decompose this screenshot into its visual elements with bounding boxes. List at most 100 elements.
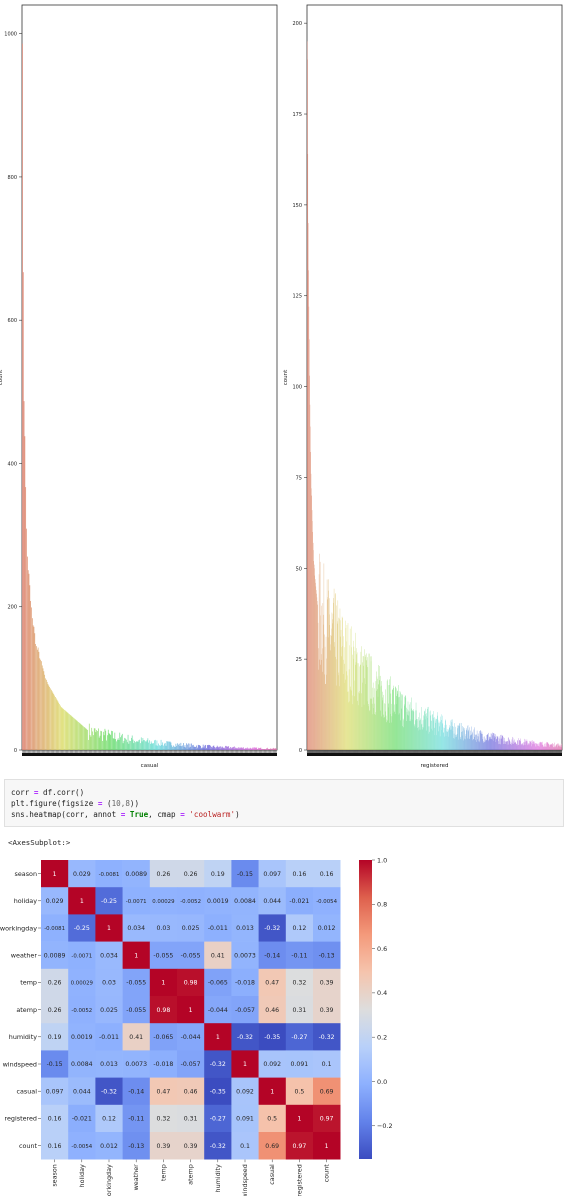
heatmap-cell (95, 860, 123, 888)
heatmap-cell (122, 941, 151, 970)
heatmap-annotation: -0.15 (237, 871, 253, 878)
casual-bar (187, 743, 189, 750)
casual-bar (244, 748, 246, 750)
registered-countplot: 0 25 50 75 100 125 150 175 200 registered count (283, 4, 563, 769)
heatmap-cell (95, 968, 123, 997)
casual-bar (73, 717, 74, 750)
heatmap-cell (258, 1050, 287, 1078)
casual-bar (104, 728, 106, 750)
heatmap-annotation: 0.98 (184, 980, 198, 987)
heatmap-cell (68, 860, 96, 888)
heatmap-ylabel: workingday (0, 924, 37, 932)
casual-bar (54, 695, 55, 750)
colorbar-tick-label: −0.2 (377, 1122, 393, 1130)
casual-bar (192, 745, 193, 750)
casual-bar (201, 747, 202, 750)
heatmap-annotation: -0.0052 (71, 1008, 92, 1014)
heatmap-cell (258, 914, 287, 942)
casual-bar (116, 739, 118, 750)
code-cell[interactable]: corr = df.corr() plt.figure(figsize = (1… (4, 779, 564, 827)
casual-bar (140, 743, 141, 750)
heatmap-annotation: 1 (189, 1007, 193, 1014)
casual-bar (98, 737, 100, 750)
casual-bar (259, 747, 261, 750)
casual-bar (212, 745, 214, 750)
casual-bar (247, 747, 249, 750)
heatmap-annotation: 1 (270, 1088, 274, 1095)
casual-bar (70, 715, 72, 750)
casual-bar (213, 745, 215, 750)
casual-bar (101, 731, 102, 750)
casual-bar (41, 665, 43, 750)
casual-bar (185, 747, 187, 750)
registered-ytick-label: 75 (296, 475, 302, 481)
casual-bar (99, 735, 101, 750)
casual-bar (126, 739, 127, 750)
heatmap-annotation: 0.12 (102, 1116, 116, 1123)
casual-bar (275, 748, 277, 750)
casual-bar (173, 745, 174, 750)
casual-bar (171, 745, 173, 750)
casual-bar (113, 738, 115, 750)
heatmap-cell (95, 1077, 123, 1106)
casual-bar (65, 711, 67, 750)
casual-bar (139, 739, 140, 750)
heatmap-cell (149, 914, 178, 942)
casual-bar (272, 748, 273, 750)
casual-bar (134, 740, 135, 750)
heatmap-cell (313, 1050, 341, 1078)
heatmap-annotation: -0.065 (208, 980, 228, 987)
heatmap-annotation: 1 (53, 871, 57, 878)
heatmap-cell (258, 860, 287, 888)
casual-bar (131, 735, 133, 750)
heatmap-annotation: -0.27 (291, 1034, 307, 1041)
heatmap-annotation: 0.097 (46, 1088, 64, 1095)
casual-bar (190, 746, 192, 750)
heatmap-cell (68, 1050, 96, 1078)
casual-bar (148, 742, 150, 750)
casual-bar (225, 745, 226, 750)
casual-bar (197, 744, 199, 750)
casual-bar (39, 658, 41, 750)
casual-bar (220, 747, 222, 750)
registered-ylabel: count (283, 369, 289, 385)
heatmap-cell (41, 1023, 69, 1051)
heatmap-annotation: 0.41 (211, 952, 225, 959)
heatmap-annotation: -0.018 (235, 980, 255, 987)
casual-bar (179, 746, 181, 750)
heatmap-cell (122, 996, 151, 1024)
casual-bar (56, 699, 58, 750)
heatmap-annotation: 0.5 (267, 1116, 277, 1123)
casual-bar (173, 746, 175, 750)
casual-bar (153, 743, 154, 750)
heatmap-cell (204, 1050, 232, 1078)
heatmap-annotation: -0.057 (181, 1061, 201, 1068)
heatmap-ylabel: weather (11, 952, 38, 960)
heatmap-cell (177, 941, 205, 970)
heatmap-annotation: -0.27 (210, 1116, 226, 1123)
casual-bar (186, 743, 187, 750)
heatmap-annotation: 1 (216, 1034, 220, 1041)
casual-bar (150, 741, 152, 750)
heatmap-cell (313, 1023, 341, 1051)
casual-bar (46, 679, 47, 750)
heatmap-xlabel: workingday (105, 1164, 113, 1196)
heatmap-xlabel: season (51, 1164, 59, 1186)
heatmap-annotation: -0.0054 (71, 1144, 92, 1150)
casual-bar (85, 728, 87, 750)
casual-bar (27, 570, 29, 750)
casual-bar (80, 724, 82, 750)
heatmap-cell (313, 1077, 341, 1106)
casual-bar (274, 748, 276, 750)
heatmap-cell (177, 860, 205, 888)
casual-bar (129, 740, 131, 750)
heatmap-annotation: -0.14 (264, 952, 280, 959)
heatmap-cell (95, 996, 123, 1024)
heatmap-cell (41, 1132, 69, 1160)
casual-bar (81, 724, 83, 750)
heatmap-annotation: -0.011 (208, 925, 228, 932)
heatmap-cell (149, 1077, 178, 1106)
casual-bar (61, 707, 63, 750)
casual-bar (29, 585, 31, 750)
casual-bar (202, 744, 204, 750)
